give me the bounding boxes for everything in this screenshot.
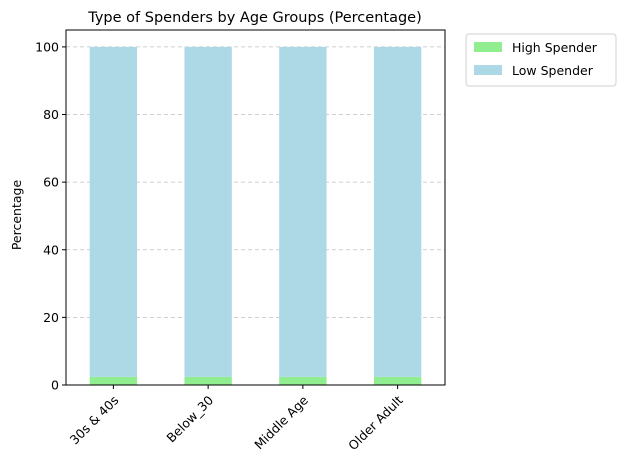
bar-high-spender xyxy=(373,376,422,385)
bar-low-spender xyxy=(373,46,422,377)
x-tick-label: Below_30 xyxy=(163,392,216,445)
x-tick-label: Older Adult xyxy=(345,392,406,453)
y-axis: 0 20 40 60 80 100 xyxy=(35,39,66,393)
plot-area-frame xyxy=(65,29,446,386)
bar-low-spender xyxy=(184,46,232,377)
x-tick-label: 30s & 40s xyxy=(67,393,122,448)
legend: High Spender Low Spender xyxy=(465,33,617,87)
bar-low-spender xyxy=(89,46,138,377)
legend-label: Low Spender xyxy=(512,63,594,78)
bars-layer xyxy=(89,46,422,385)
bar-high-spender xyxy=(89,376,138,385)
x-axis: 30s & 40s Below_30 Middle Age Older Adult xyxy=(67,385,406,453)
bar-high-spender xyxy=(184,376,232,385)
y-tick-label: 60 xyxy=(43,175,59,190)
y-tick-label: 40 xyxy=(43,242,59,257)
x-tick-label: Middle Age xyxy=(251,392,311,452)
bar-high-spender xyxy=(279,376,327,385)
legend-swatch xyxy=(474,65,502,75)
y-tick-label: 80 xyxy=(43,107,59,122)
y-axis-label: Percentage xyxy=(9,180,24,251)
bar-low-spender xyxy=(279,46,327,377)
legend-swatch xyxy=(474,42,502,52)
chart-title: Type of Spenders by Age Groups (Percenta… xyxy=(87,10,422,26)
legend-label: High Spender xyxy=(512,40,598,55)
y-tick-label: 100 xyxy=(35,39,59,54)
legend-box xyxy=(465,33,617,87)
y-tick-label: 20 xyxy=(43,310,59,325)
y-tick-label: 0 xyxy=(51,378,59,393)
